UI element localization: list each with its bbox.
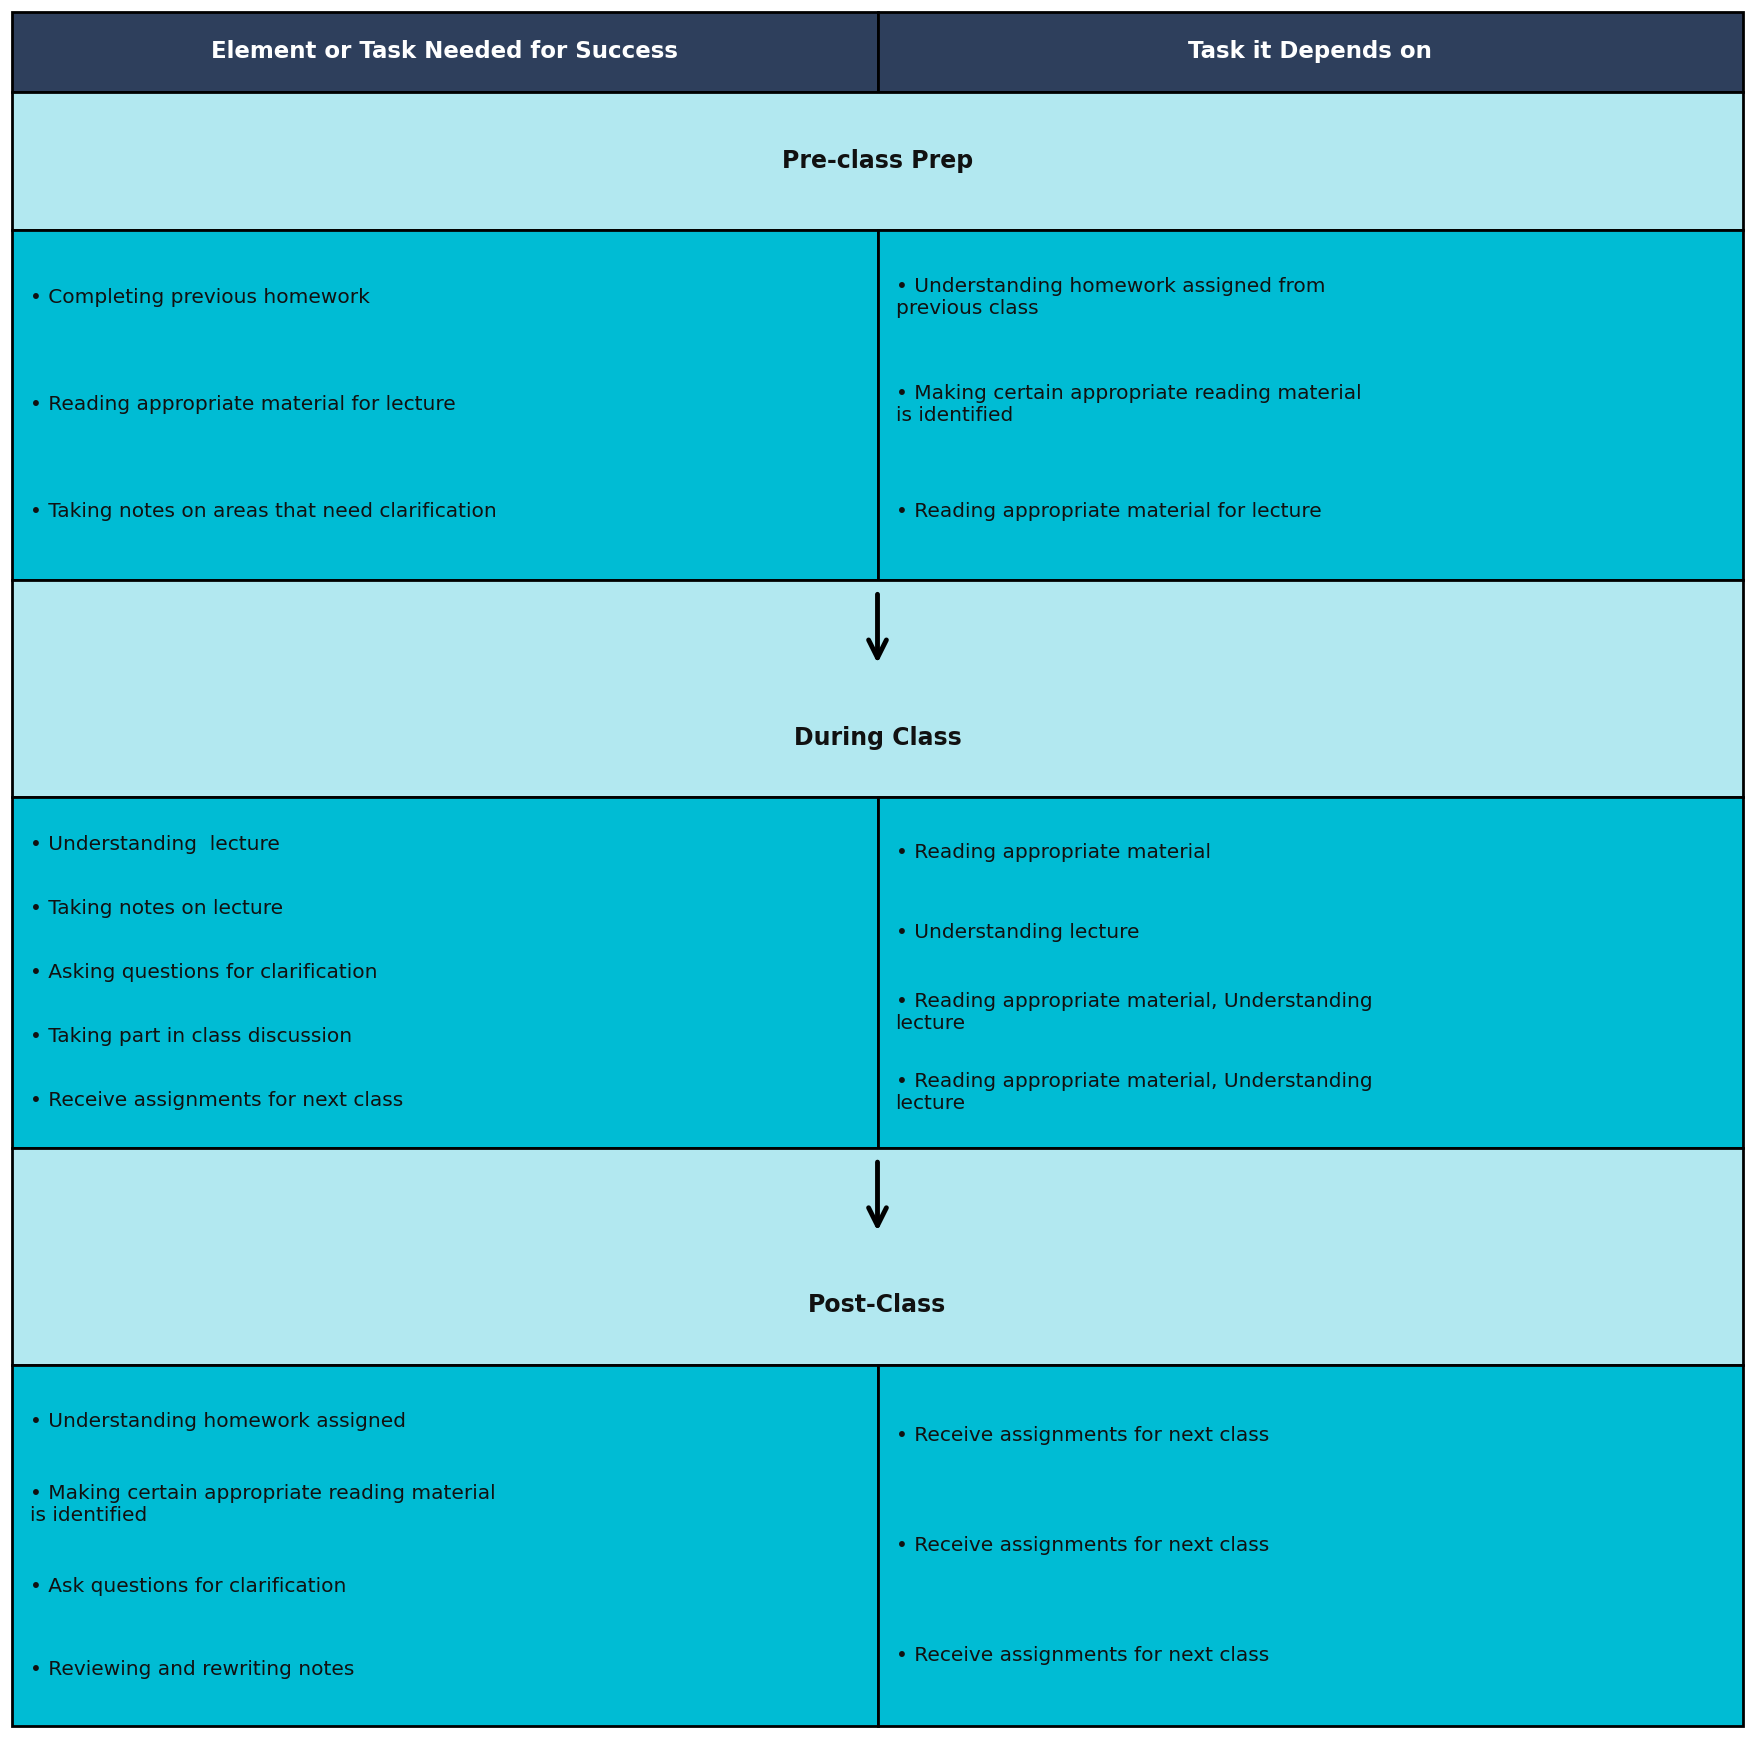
Text: • Understanding  lecture: • Understanding lecture [30,834,279,853]
FancyBboxPatch shape [878,798,1743,1147]
Text: • Reading appropriate material for lecture: • Reading appropriate material for lectu… [30,395,456,414]
FancyBboxPatch shape [878,229,1743,580]
FancyBboxPatch shape [12,92,1743,229]
Text: During Class: During Class [793,725,962,749]
Text: • Reading appropriate material, Understanding
lecture: • Reading appropriate material, Understa… [895,1072,1372,1112]
Text: • Taking notes on areas that need clarification: • Taking notes on areas that need clarif… [30,502,497,521]
Text: • Reading appropriate material, Understanding
lecture: • Reading appropriate material, Understa… [895,992,1372,1032]
Text: Element or Task Needed for Success: Element or Task Needed for Success [211,40,677,63]
FancyBboxPatch shape [12,798,878,1147]
FancyBboxPatch shape [12,580,1743,798]
FancyBboxPatch shape [12,1147,1743,1364]
Text: • Receive assignments for next class: • Receive assignments for next class [30,1091,404,1111]
Text: • Reviewing and rewriting notes: • Reviewing and rewriting notes [30,1660,355,1679]
Text: Task it Depends on: Task it Depends on [1188,40,1432,63]
FancyBboxPatch shape [12,1364,878,1726]
Text: • Making certain appropriate reading material
is identified: • Making certain appropriate reading mat… [895,384,1362,426]
Text: • Receive assignments for next class: • Receive assignments for next class [895,1536,1269,1556]
FancyBboxPatch shape [12,12,878,92]
Text: • Ask questions for clarification: • Ask questions for clarification [30,1578,346,1597]
Text: • Asking questions for clarification: • Asking questions for clarification [30,963,377,982]
FancyBboxPatch shape [878,1364,1743,1726]
FancyBboxPatch shape [878,12,1743,92]
Text: • Taking part in class discussion: • Taking part in class discussion [30,1027,353,1046]
Text: • Receive assignments for next class: • Receive assignments for next class [895,1646,1269,1665]
Text: • Making certain appropriate reading material
is identified: • Making certain appropriate reading mat… [30,1484,495,1524]
Text: Post-Class: Post-Class [809,1293,946,1317]
Text: • Taking notes on lecture: • Taking notes on lecture [30,899,283,918]
Text: Pre-class Prep: Pre-class Prep [783,148,972,172]
Text: • Understanding homework assigned: • Understanding homework assigned [30,1411,405,1430]
Text: • Understanding homework assigned from
previous class: • Understanding homework assigned from p… [895,278,1325,318]
Text: • Understanding lecture: • Understanding lecture [895,923,1139,942]
Text: • Reading appropriate material: • Reading appropriate material [895,843,1211,862]
Text: • Completing previous homework: • Completing previous homework [30,289,370,308]
Text: • Reading appropriate material for lecture: • Reading appropriate material for lectu… [895,502,1322,521]
FancyBboxPatch shape [12,229,878,580]
Text: • Receive assignments for next class: • Receive assignments for next class [895,1425,1269,1444]
